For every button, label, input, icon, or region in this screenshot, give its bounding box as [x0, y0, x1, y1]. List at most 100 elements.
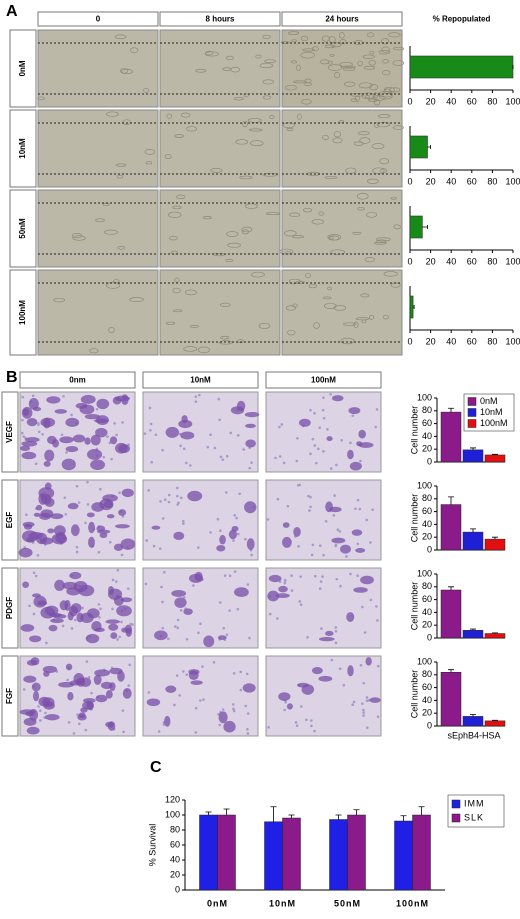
pore [248, 636, 251, 640]
cell [353, 141, 364, 146]
y-tick-label: 80 [422, 669, 432, 679]
pore [309, 408, 312, 412]
bar [329, 819, 348, 891]
pore [110, 457, 113, 461]
cell [169, 235, 178, 241]
pore [322, 396, 325, 399]
pore [246, 583, 250, 586]
pore [336, 528, 340, 532]
cell [338, 32, 345, 39]
pore [111, 607, 114, 611]
pore [86, 503, 90, 506]
cell [324, 44, 336, 49]
cell [154, 630, 168, 641]
cell [357, 131, 370, 136]
x-tick-label: 0 [407, 256, 412, 266]
cell [331, 537, 346, 544]
cell [65, 663, 73, 671]
error-bar [448, 586, 454, 590]
pore [274, 456, 277, 460]
y-tick-label: 80 [422, 405, 432, 415]
cell [356, 192, 369, 200]
cell [258, 322, 271, 329]
pore [66, 678, 69, 682]
pore [311, 543, 315, 547]
cell [44, 714, 60, 721]
cell [95, 218, 105, 223]
pore [213, 446, 217, 450]
cell [22, 581, 29, 588]
micrograph [159, 109, 281, 188]
pore [375, 605, 378, 608]
cell [116, 605, 132, 617]
cell [366, 32, 375, 38]
cell [26, 726, 40, 735]
pore [299, 603, 303, 607]
cell [53, 297, 66, 303]
cell [225, 55, 234, 61]
pore [144, 582, 148, 586]
cell [286, 703, 293, 710]
row-label-box [1, 655, 19, 737]
cell [26, 417, 38, 427]
cell [90, 434, 101, 446]
cell [216, 544, 226, 552]
micrograph [37, 189, 159, 268]
error-bar [470, 447, 476, 450]
pore [63, 496, 67, 499]
cell [328, 235, 334, 240]
cell [114, 34, 127, 40]
cell [369, 84, 379, 91]
micrograph [142, 655, 259, 737]
pore [37, 430, 41, 434]
cell [360, 293, 370, 298]
bar [394, 820, 413, 891]
cell [269, 115, 275, 119]
cell [251, 271, 265, 278]
cell [304, 78, 312, 84]
cell [54, 579, 65, 592]
cell [21, 406, 33, 419]
legend-swatch [467, 408, 477, 417]
pore [278, 425, 281, 429]
cell [245, 439, 256, 448]
pore [342, 683, 346, 687]
pore [217, 397, 221, 401]
cell [32, 690, 40, 702]
cell [113, 595, 124, 606]
cell [109, 436, 118, 445]
cell [293, 80, 307, 84]
x-tick-label: 60 [467, 96, 477, 106]
pore [38, 709, 42, 713]
cell [96, 525, 106, 532]
cell [353, 321, 359, 329]
pore [41, 432, 44, 436]
cell [69, 571, 82, 580]
pore [99, 607, 102, 611]
cell [220, 335, 230, 340]
cell [108, 326, 115, 334]
x-tick-label: 40 [446, 96, 456, 106]
pore [276, 617, 279, 620]
pore [362, 711, 365, 714]
pore [242, 448, 246, 451]
x-tick-label: 100 [505, 336, 520, 346]
pore [309, 495, 312, 499]
pore [314, 574, 317, 578]
pore [127, 684, 131, 687]
pore [295, 724, 299, 727]
y-tick-label: 80 [170, 824, 180, 834]
cell [389, 87, 401, 93]
micrograph [281, 269, 403, 356]
pore [121, 421, 124, 424]
cell [43, 461, 51, 467]
cell [344, 81, 356, 87]
row-label: 100nM [18, 300, 27, 325]
pore [322, 416, 326, 420]
cell [164, 715, 171, 727]
cell [262, 79, 274, 85]
pore [149, 428, 152, 432]
cell [99, 532, 108, 539]
pore [238, 492, 242, 496]
